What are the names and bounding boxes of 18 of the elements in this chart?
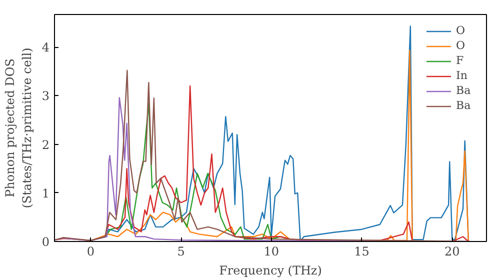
x-tick-label: 15	[354, 244, 370, 258]
y-tick-label: 2	[42, 138, 50, 152]
legend-label: F	[456, 54, 465, 67]
legend-label: O	[456, 39, 466, 52]
x-tick-label: 5	[177, 244, 185, 258]
y-tick-label: 1	[42, 186, 50, 200]
y-axis-title: Phonon projected DOS (States/THz·primitive cell)	[3, 48, 34, 208]
x-axis-title: Frequency (THz)	[219, 264, 322, 278]
x-tick-label: 0	[86, 244, 94, 258]
legend-label: Ba	[456, 84, 472, 97]
legend-label: Ba	[456, 99, 472, 112]
y-tick-label: 4	[42, 40, 50, 55]
legend-label: O	[456, 24, 466, 37]
y-tick-label: 0	[42, 235, 50, 249]
x-tick-label: 10	[264, 244, 280, 258]
x-tick-label: 20	[444, 244, 460, 258]
y-tick-label: 3	[42, 89, 50, 104]
legend-label: In	[456, 69, 468, 82]
